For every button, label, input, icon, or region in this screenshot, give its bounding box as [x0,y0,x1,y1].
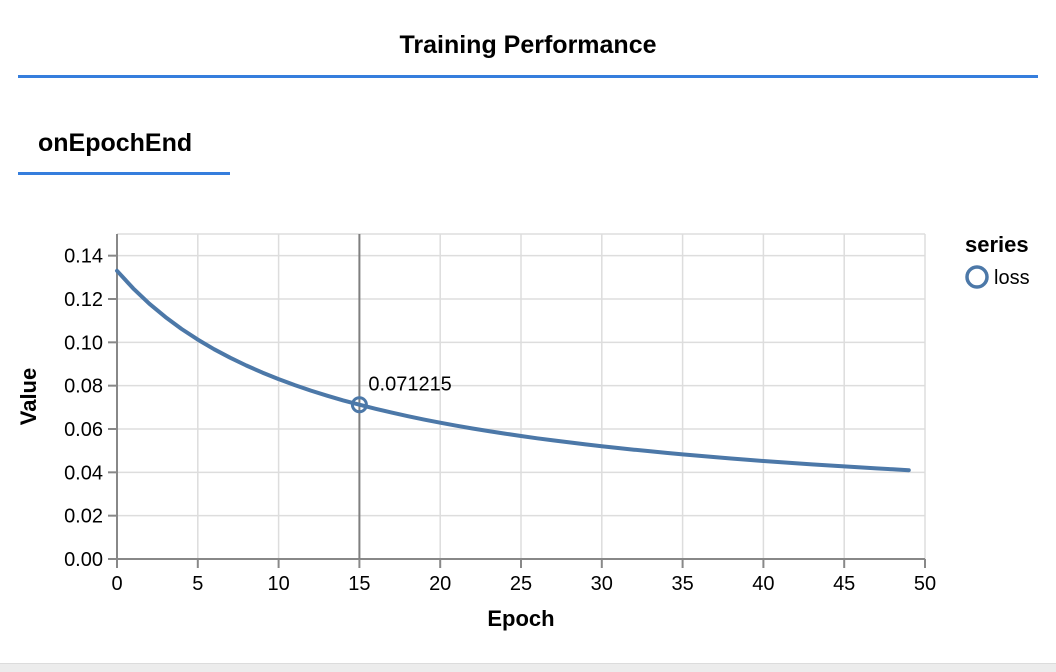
y-axis-title: Value [16,368,41,425]
bottom-scroll-bar [0,663,1056,672]
section-divider [18,172,230,175]
x-tick-label: 35 [671,573,693,595]
x-tick-label: 40 [752,573,774,595]
y-tick-label: 0.04 [64,462,103,484]
y-tick-label: 0.06 [64,419,103,441]
x-tick-label: 5 [192,573,203,595]
legend-label-loss: loss [994,267,1030,289]
y-tick-label: 0.00 [64,549,103,571]
y-tick-label: 0.10 [64,332,103,354]
x-tick-label: 20 [429,573,451,595]
loss-line [115,268,911,473]
x-tick-label: 15 [348,573,370,595]
x-tick-label: 45 [833,573,855,595]
y-tick-label: 0.08 [64,376,103,398]
data-point-marker[interactable] [350,396,368,414]
y-tick-label: 0.02 [64,506,103,528]
legend-symbol-loss[interactable] [965,265,989,289]
y-tick-label: 0.12 [64,289,103,311]
x-axis-title: Epoch [487,606,554,631]
page-title: Training Performance [399,31,657,59]
tooltip-value: 0.071215 [368,374,451,396]
x-tick-label: 30 [591,573,613,595]
title-divider [18,75,1038,78]
y-tick-label: 0.14 [64,246,103,268]
legend-title: series [965,232,1029,257]
x-tick-label: 25 [510,573,532,595]
x-tick-label: 50 [914,573,936,595]
x-tick-label: 10 [267,573,289,595]
section-heading: onEpochEnd [38,129,193,157]
x-tick-label: 0 [111,573,122,595]
